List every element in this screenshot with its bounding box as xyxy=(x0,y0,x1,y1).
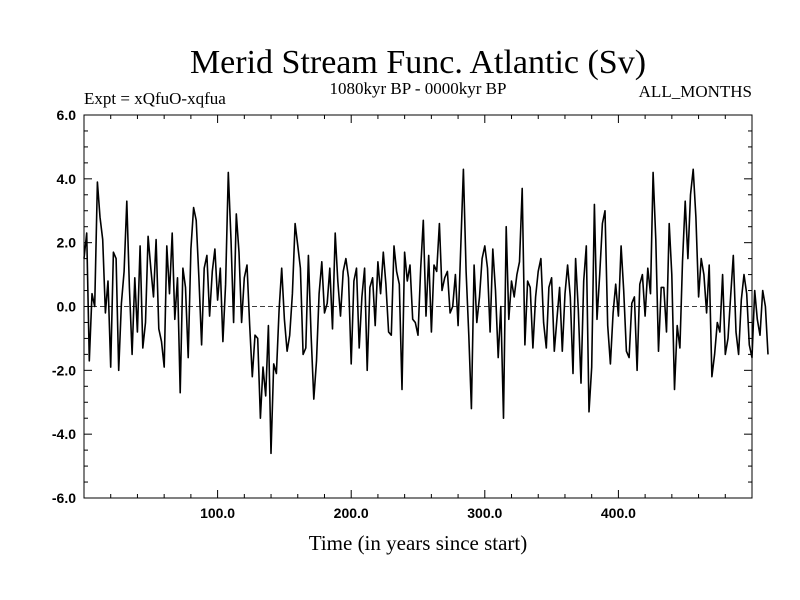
y-tick-label: -2.0 xyxy=(52,362,76,378)
x-tick-label: 100.0 xyxy=(200,505,235,521)
x-tick-label: 400.0 xyxy=(601,505,636,521)
x-axis-label: Time (in years since start) xyxy=(309,531,528,555)
y-tick-label: 4.0 xyxy=(57,171,77,187)
plot-area: 6.0 4.0 2.0 0.0 -2.0 -4.0 -6.0 100.0 200.0 300.0 4… xyxy=(52,107,769,521)
y-tick-label: 2.0 xyxy=(57,235,77,251)
x-tick-label: 200.0 xyxy=(334,505,369,521)
y-tick-label: 6.0 xyxy=(57,107,77,123)
chart-title: Merid Stream Func. Atlantic (Sv) xyxy=(190,44,646,81)
y-tick-label: -4.0 xyxy=(52,426,76,442)
x-tick-label: 300.0 xyxy=(467,505,502,521)
period-label: 1080kyr BP - 0000kyr BP xyxy=(330,79,507,98)
y-tick-label: -6.0 xyxy=(52,490,76,506)
months-label: ALL_MONTHS xyxy=(639,82,752,101)
y-tick-label: 0.0 xyxy=(57,299,77,315)
series-line-0 xyxy=(83,168,769,455)
experiment-label: Expt = xQfuO-xqfua xyxy=(84,89,226,108)
